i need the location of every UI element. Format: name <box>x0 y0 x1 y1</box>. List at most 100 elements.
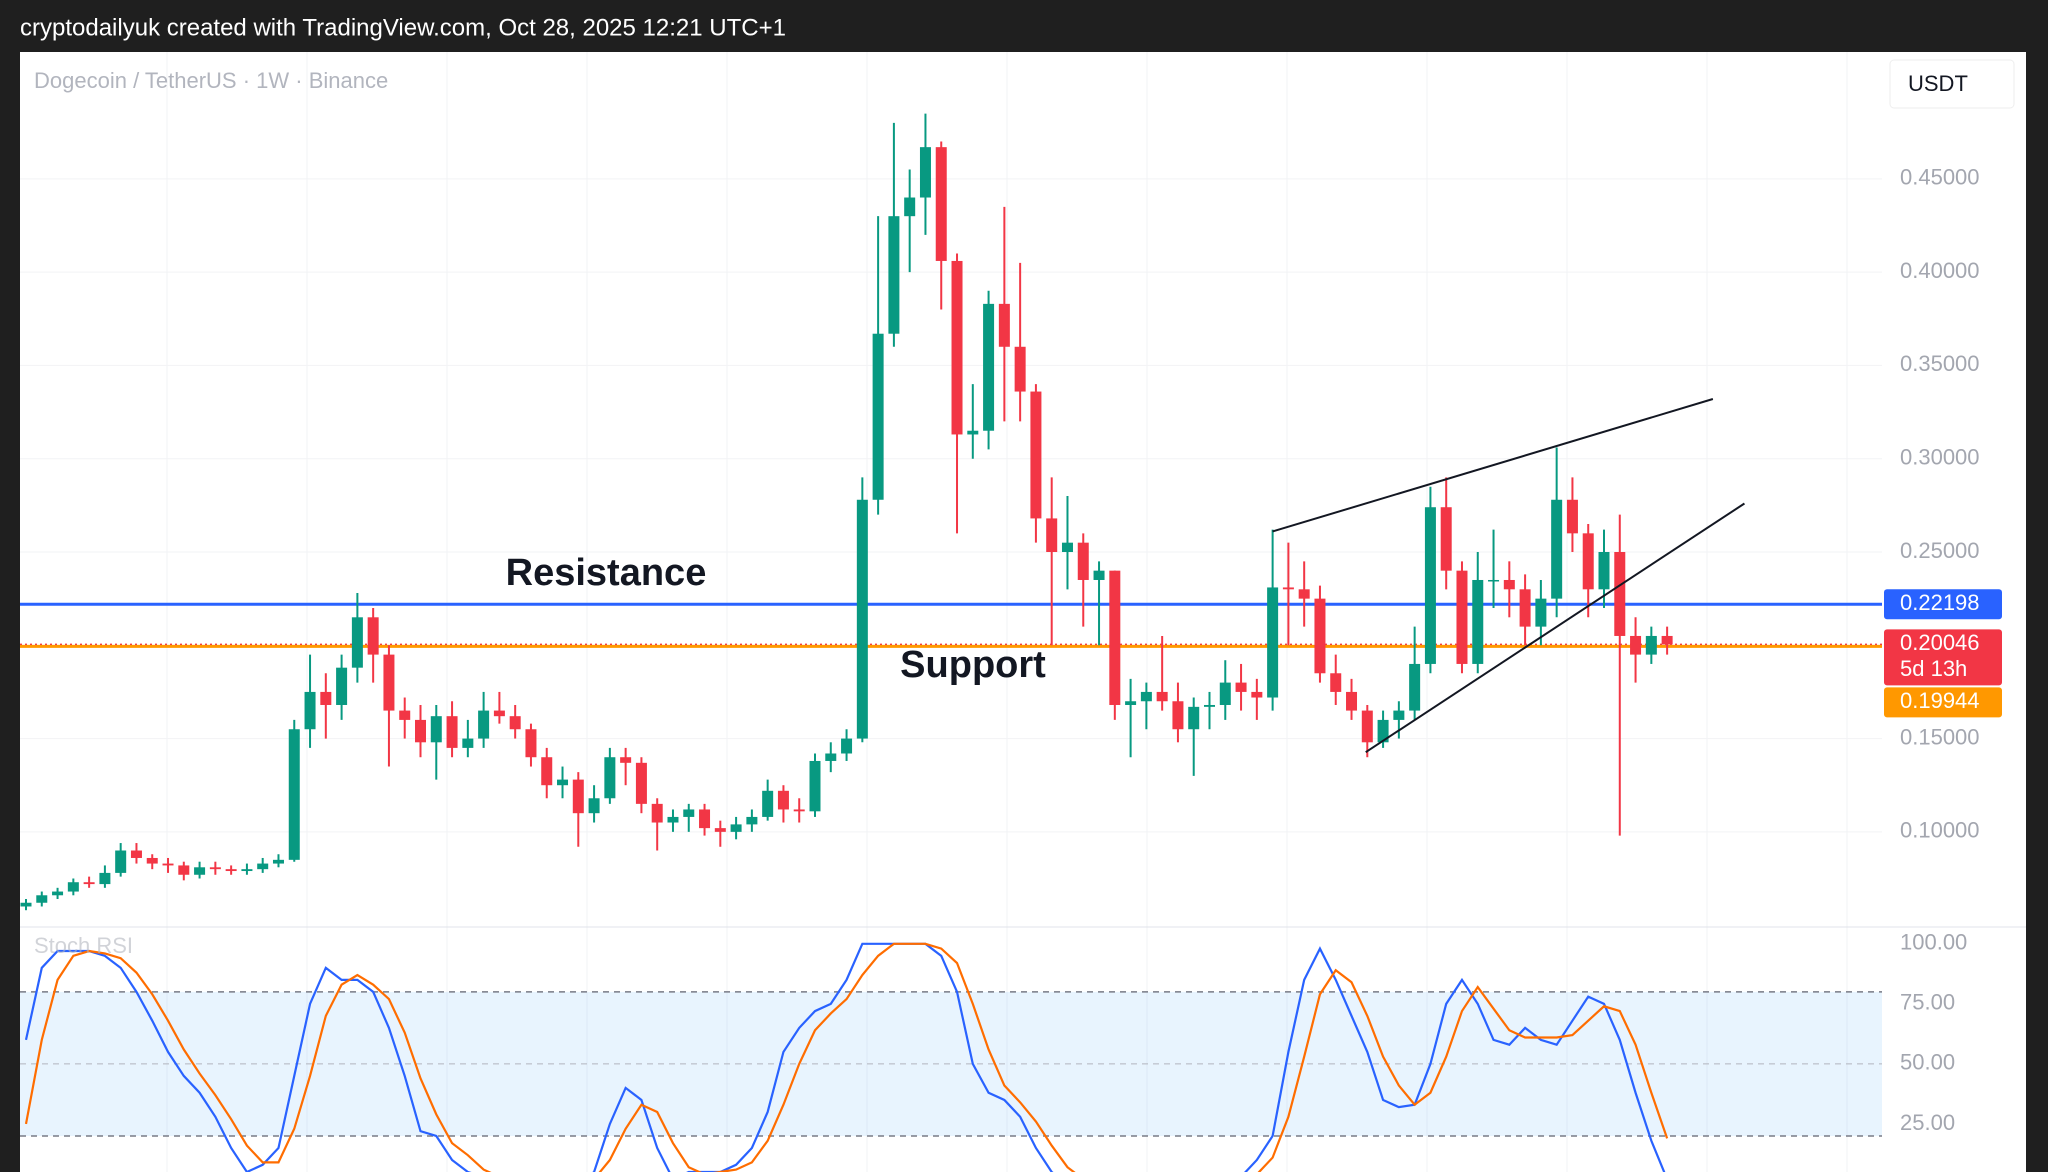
candle-body <box>809 760 821 812</box>
candle-body <box>777 790 789 810</box>
candle-body <box>1456 570 1468 664</box>
candle-body <box>541 757 553 786</box>
candle-body <box>588 798 600 814</box>
candle-body <box>225 869 237 872</box>
candle-body <box>1282 587 1294 590</box>
candle-body <box>620 757 632 763</box>
candle-body <box>983 303 995 431</box>
candle-body <box>272 859 284 864</box>
currency[interactable]: USDT <box>1908 71 1968 96</box>
header-text: cryptodailyuk created with TradingView.c… <box>20 14 786 41</box>
candle-body <box>1377 719 1389 743</box>
countdown: 5d 13h <box>1900 656 1967 681</box>
candle-body <box>1030 391 1042 519</box>
candle-body <box>1614 552 1626 636</box>
candle-body <box>525 729 537 758</box>
candle-body <box>1535 598 1547 627</box>
trendline <box>1365 502 1745 754</box>
candle-body <box>951 260 963 435</box>
candle-body <box>99 872 111 885</box>
candle-body <box>1188 706 1200 730</box>
candle-body <box>1061 542 1073 552</box>
candle-body <box>1298 589 1310 599</box>
candle-body <box>162 863 174 866</box>
candle-body <box>904 197 916 217</box>
candle-body <box>1393 710 1405 720</box>
candle-body <box>430 716 442 743</box>
candle-body <box>1645 635 1657 655</box>
candle-body <box>178 865 190 875</box>
candle-body <box>762 790 774 817</box>
trendline <box>1272 398 1714 533</box>
header-bar <box>0 0 2048 52</box>
indicator-line <box>24 942 1666 1172</box>
candle-body <box>557 779 569 786</box>
annotation: Support <box>900 644 1046 686</box>
candle-body <box>209 867 221 870</box>
candle-body <box>635 762 647 804</box>
candle-body <box>1267 587 1279 698</box>
candle-body <box>493 710 505 717</box>
candle-body <box>967 430 979 435</box>
price-pane <box>20 113 1882 911</box>
candle-body <box>1251 691 1263 698</box>
candle-body <box>1314 598 1326 674</box>
candle-body <box>1630 635 1642 655</box>
candle-body <box>115 850 127 873</box>
indicator-pane <box>20 942 1882 1172</box>
currency-box[interactable] <box>1889 59 2015 109</box>
candle-body <box>67 882 79 892</box>
y-tick-label: 0.30000 <box>1900 445 1980 470</box>
candle-body <box>572 779 584 814</box>
candle-body <box>146 857 158 864</box>
candle-body <box>304 691 316 730</box>
candle-body <box>1172 701 1184 730</box>
candle-body <box>888 216 900 334</box>
indicator-tick-label: 75.00 <box>1900 990 1955 1015</box>
candle-body <box>241 869 253 872</box>
candle-body <box>1219 682 1231 705</box>
level-tag <box>1884 687 2002 718</box>
candle-body <box>841 738 853 754</box>
candle-body <box>1077 542 1089 580</box>
candle-body <box>194 867 206 875</box>
indicator-tick-label: 25.00 <box>1900 1110 1955 1135</box>
candle-body <box>714 828 726 832</box>
candle-body <box>1330 673 1342 692</box>
candle-body <box>336 667 348 705</box>
candle-body <box>52 891 64 896</box>
y-tick-label: 0.10000 <box>1900 818 1980 843</box>
candle-body <box>667 816 679 823</box>
candle-body <box>1109 570 1121 705</box>
candle-body <box>415 719 426 743</box>
candle-body <box>399 710 411 720</box>
candle-body <box>1488 579 1500 582</box>
indicator-title: Stoch RSI <box>34 933 133 958</box>
candle-body <box>683 809 695 817</box>
indicator-line <box>24 942 1669 1172</box>
candle-body <box>1093 570 1105 580</box>
candle-body <box>383 654 395 711</box>
y-tick-label: 0.35000 <box>1900 351 1980 376</box>
candle-body <box>36 895 48 903</box>
candle-body <box>730 824 742 832</box>
candle-body <box>1156 691 1168 702</box>
candle-body <box>1582 533 1594 590</box>
candle-body <box>1566 499 1578 534</box>
y-tick-label: 0.40000 <box>1900 258 1980 283</box>
candle-body <box>935 147 947 261</box>
candle-body <box>367 617 379 655</box>
level-tag <box>1884 589 2002 620</box>
candle-body <box>1409 663 1421 711</box>
candle-body <box>1598 552 1610 590</box>
candle-body <box>1503 579 1515 590</box>
candle-body <box>320 691 332 705</box>
candle-body <box>1472 579 1484 664</box>
candle-body <box>20 902 32 907</box>
candle-body <box>793 809 805 812</box>
candle-body <box>998 303 1010 347</box>
level-tag-label: 0.22198 <box>1900 590 1980 615</box>
candle-body <box>919 147 931 198</box>
candle-body <box>1204 704 1215 707</box>
